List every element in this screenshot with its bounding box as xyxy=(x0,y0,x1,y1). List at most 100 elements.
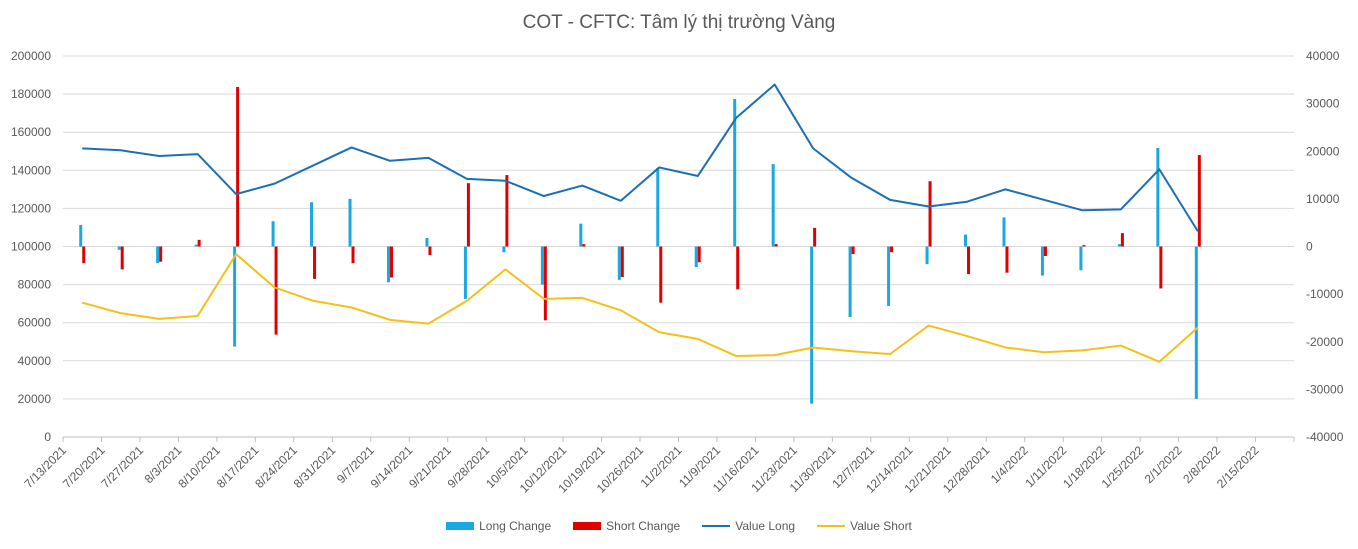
y-left-tick-label: 160000 xyxy=(11,125,51,139)
y-left-tick-label: 140000 xyxy=(11,163,51,177)
long-change-bar xyxy=(540,246,544,285)
short-change-bar xyxy=(736,246,740,290)
long-change-bar xyxy=(271,221,275,247)
short-change-bar xyxy=(774,244,778,247)
y-left-tick-label: 200000 xyxy=(11,49,51,63)
x-tick-label: 2/15/2022 xyxy=(1214,443,1262,491)
long-change-bar xyxy=(810,246,814,404)
short-change-bar xyxy=(1120,233,1124,247)
long-change-bar xyxy=(117,246,121,250)
short-change-bar xyxy=(466,183,470,247)
long-change-bar xyxy=(1040,246,1044,276)
short-change-bar xyxy=(159,246,163,262)
y-right-tick-label: 10000 xyxy=(1306,192,1340,206)
long-change-bar xyxy=(848,246,852,317)
long-change-bar xyxy=(964,234,968,247)
short-change-bar xyxy=(659,246,663,303)
x-tick-label: 7/27/2021 xyxy=(98,443,146,491)
y-right-tick-label: -40000 xyxy=(1306,430,1344,444)
legend: Long Change Short Change Value Long Value S… xyxy=(0,519,1358,533)
short-change-bar xyxy=(1043,246,1047,257)
value-long-line xyxy=(82,83,1199,232)
legend-item: Long Change xyxy=(446,519,551,533)
y-right-tick-label: 0 xyxy=(1306,240,1313,254)
long-change-bar xyxy=(425,237,429,247)
long-change-bar xyxy=(310,202,314,247)
value-short-line xyxy=(81,253,1199,363)
y-right-tick-label: -30000 xyxy=(1306,382,1344,396)
legend-label: Value Long xyxy=(735,519,796,533)
chart-title: COT - CFTC: Tâm lý thị trường Vàng xyxy=(522,12,836,33)
y-right-tick-label: 30000 xyxy=(1306,97,1340,111)
short-change-bar xyxy=(582,244,586,247)
short-change-bar xyxy=(82,246,86,264)
long-change-bar xyxy=(348,198,352,247)
short-change-bar xyxy=(1159,246,1163,289)
short-change-bar xyxy=(620,246,624,277)
y-left-tick-label: 20000 xyxy=(18,392,52,406)
short-change-bar xyxy=(851,246,855,255)
long-change-bar xyxy=(617,246,621,280)
y-right-tick-label: 20000 xyxy=(1306,144,1340,158)
y-left-tick-label: 40000 xyxy=(18,354,52,368)
long-change-bar xyxy=(1194,246,1198,399)
legend-swatch xyxy=(573,522,602,530)
y-right-tick-label: -20000 xyxy=(1306,335,1344,349)
short-change-bar xyxy=(120,246,124,270)
short-change-bar xyxy=(1005,246,1009,273)
legend-item: Value Long xyxy=(702,519,795,533)
long-change-bar xyxy=(1117,244,1121,247)
short-change-bar xyxy=(428,246,432,256)
x-tick-label: 1/25/2022 xyxy=(1099,443,1147,491)
long-change-bar xyxy=(194,244,198,247)
y-left-tick-label: 100000 xyxy=(11,240,51,254)
short-change-bar xyxy=(890,246,894,253)
short-change-bar xyxy=(505,175,509,247)
legend-swatch xyxy=(702,525,731,527)
long-change-bar xyxy=(579,223,583,247)
short-change-bar xyxy=(928,181,932,247)
y-right-tick-label: 40000 xyxy=(1306,49,1340,63)
short-change-bar xyxy=(197,239,201,247)
short-change-bar xyxy=(967,246,971,275)
long-change-bar xyxy=(733,98,737,247)
long-change-bar xyxy=(887,246,891,307)
legend-item: Short Change xyxy=(573,519,680,533)
x-tick-label: 2/1/2022 xyxy=(1142,443,1185,486)
y-right-tick-label: -10000 xyxy=(1306,287,1344,301)
y-left-tick-label: 60000 xyxy=(18,316,52,330)
long-change-bar xyxy=(79,225,83,247)
long-change-bar xyxy=(1156,147,1160,247)
x-tick-label: 8/31/2021 xyxy=(291,443,339,491)
short-change-bar xyxy=(813,227,817,247)
short-change-bar xyxy=(543,246,547,321)
short-change-bar xyxy=(313,246,317,279)
short-change-bar xyxy=(1082,245,1086,247)
legend-label: Short Change xyxy=(606,519,681,533)
long-change-bar xyxy=(925,246,929,265)
short-change-bar xyxy=(697,246,701,263)
long-change-bar xyxy=(156,246,160,264)
y-left-tick-label: 80000 xyxy=(18,278,52,292)
short-change-bar xyxy=(1197,155,1201,247)
legend-swatch xyxy=(817,525,846,527)
short-change-bar xyxy=(389,246,393,278)
y-left-tick-label: 120000 xyxy=(11,201,51,215)
long-change-bar xyxy=(463,246,467,299)
long-change-bar xyxy=(233,246,237,347)
legend-label: Value Short xyxy=(850,519,912,533)
y-left-tick-label: 0 xyxy=(44,430,51,444)
short-change-bar xyxy=(236,86,240,247)
long-change-bar xyxy=(1079,246,1083,271)
short-change-bar xyxy=(351,246,355,264)
legend-item: Value Short xyxy=(817,519,912,533)
y-left-tick-label: 180000 xyxy=(11,87,51,101)
legend-swatch xyxy=(446,522,475,530)
long-change-bar xyxy=(386,246,390,283)
long-change-bar xyxy=(771,164,775,247)
long-change-bar xyxy=(1002,217,1006,247)
legend-label: Long Change xyxy=(479,519,552,533)
short-change-bar xyxy=(274,246,278,335)
